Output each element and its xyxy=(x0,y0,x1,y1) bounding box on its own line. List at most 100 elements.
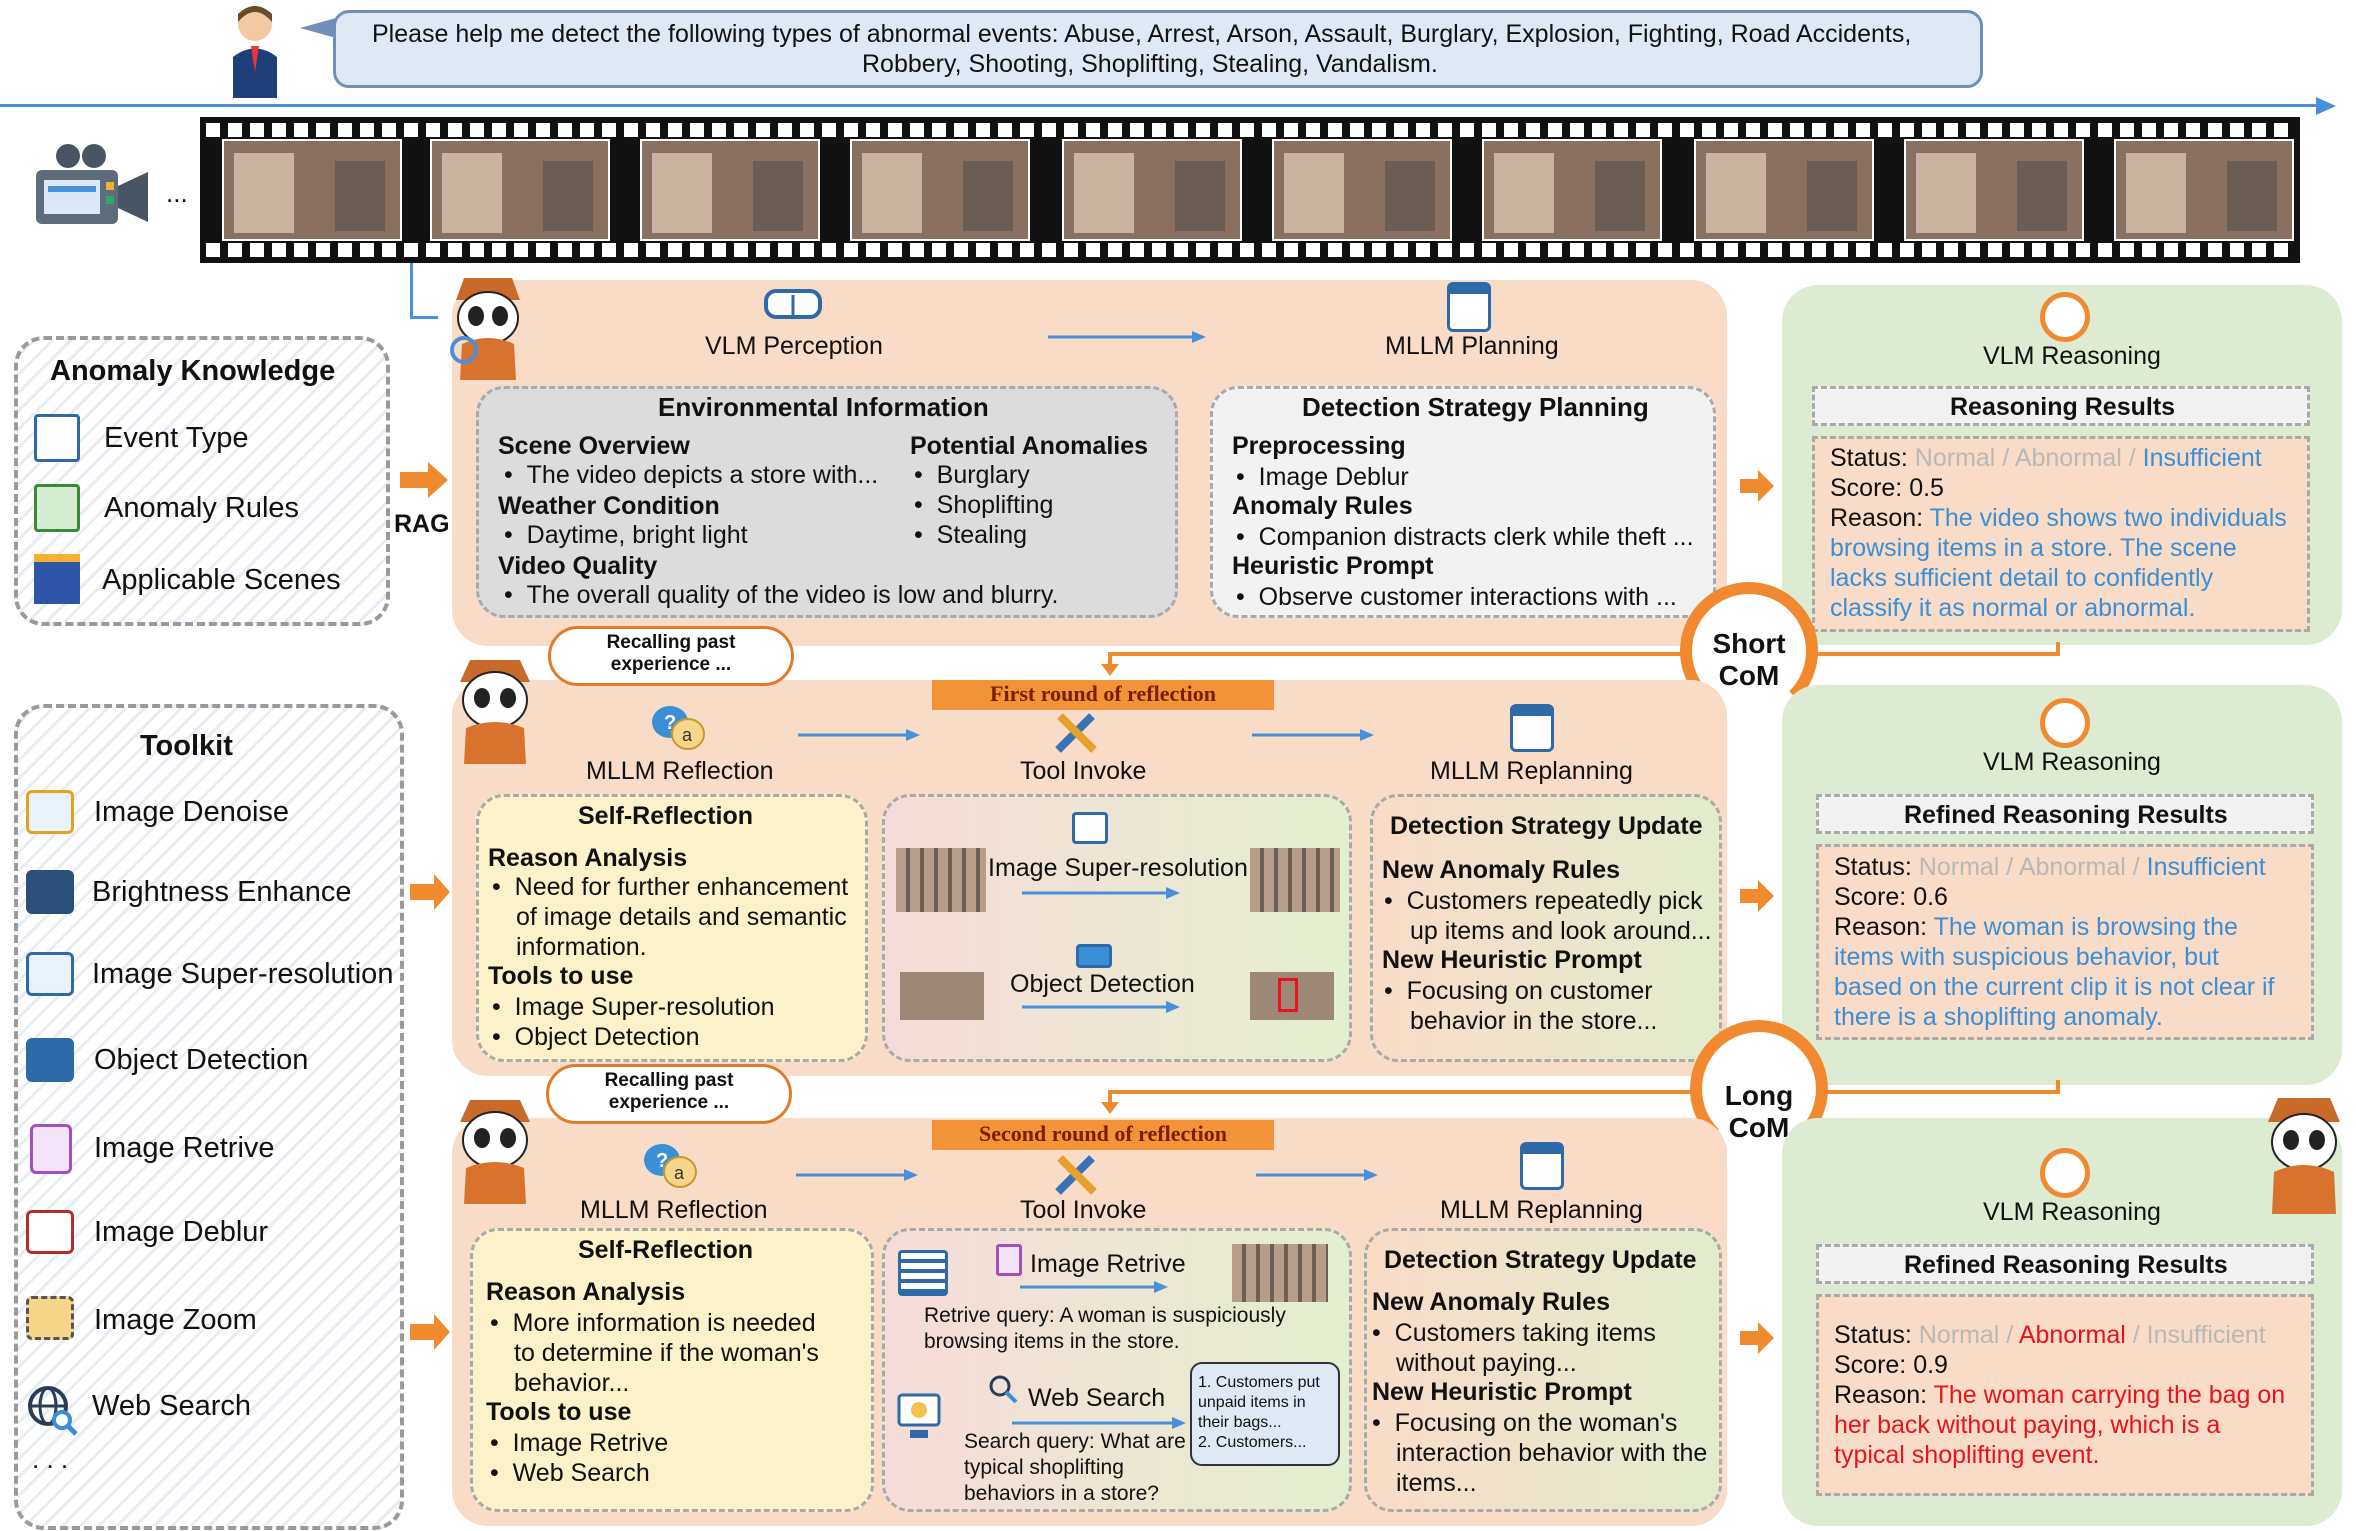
lightbulb-icon xyxy=(896,1392,942,1442)
qa-icon: ? a xyxy=(650,704,706,752)
reason-line: Reason: The woman carrying the bag on xyxy=(1834,1381,2286,1409)
new-anomaly-rules-text: • Customers taking items xyxy=(1372,1319,1656,1347)
potential-anomalies-heading: Potential Anomalies xyxy=(910,432,1149,460)
perception-to-planning-arrow xyxy=(1048,330,1208,344)
toolkit-title: Toolkit xyxy=(140,730,233,762)
self-reflection-box xyxy=(470,1228,874,1512)
reason-line: classify it as normal or abnormal. xyxy=(1830,594,2196,622)
new-anomaly-rules-heading: New Anomaly Rules xyxy=(1382,856,1621,884)
video-frame xyxy=(222,139,402,241)
thumbnail-stack xyxy=(1250,848,1340,912)
object-detection-icon xyxy=(26,1038,74,1082)
reasoning-results-title: Reasoning Results xyxy=(1950,393,2176,421)
refined-results-title: Refined Reasoning Results xyxy=(1904,1251,2228,1279)
thought-cloud-text: Recalling past experience ... xyxy=(604,1070,734,1113)
video-frame xyxy=(850,139,1030,241)
refined-results-box xyxy=(1816,844,2314,1040)
new-heuristic-heading: New Heuristic Prompt xyxy=(1382,946,1642,974)
web-search-arrow xyxy=(1012,1416,1188,1430)
search-results-bubble xyxy=(1190,1362,1340,1466)
retrive-arrow xyxy=(1020,1280,1170,1294)
reason-line: her back without paying, which is a xyxy=(1834,1411,2221,1439)
video-frame xyxy=(1272,139,1452,241)
reason-line: Reason: The woman is browsing the xyxy=(1834,913,2238,941)
car-icon xyxy=(1076,944,1112,968)
tool-invoke-label: Tool Invoke xyxy=(1020,1196,1147,1224)
feedback-line-1-v xyxy=(2056,642,2060,656)
search-query-text: Search query: What are xyxy=(964,1430,1186,1453)
reason-line: browsing items in a store. The scene xyxy=(1830,534,2237,562)
knowledge-item-event-type: Event Type xyxy=(104,422,249,454)
prompt-line-1: Please help me detect the following type… xyxy=(372,20,1912,48)
search-query-text: behaviors in a store? xyxy=(964,1482,1159,1505)
toolkit-ellipsis: . . . xyxy=(32,1444,69,1474)
qa-icon: ? a xyxy=(642,1142,698,1190)
video-frame xyxy=(1482,139,1662,241)
frame-link-line-h xyxy=(410,316,438,319)
video-quality-text: • The overall quality of the video is lo… xyxy=(504,581,1059,609)
tool-brightness-enhance: Brightness Enhance xyxy=(92,876,352,908)
user-avatar xyxy=(225,2,285,98)
reason-analysis-text: of image details and semantic xyxy=(516,903,847,931)
feedback-line-2 xyxy=(1110,1090,2060,1094)
tools-to-use-item: • Image Retrive xyxy=(490,1429,669,1457)
mllm-reflection-label: MLLM Reflection xyxy=(580,1196,768,1224)
reason-analysis-heading: Reason Analysis xyxy=(488,844,688,872)
mllm-replanning-label: MLLM Replanning xyxy=(1430,757,1633,785)
tool-image-denoise: Image Denoise xyxy=(94,796,290,828)
web-search-small-icon xyxy=(988,1374,1018,1404)
replan-icon xyxy=(1510,704,1554,752)
image-deblur-icon xyxy=(26,1210,74,1254)
round2-to-reasoning-arrow xyxy=(1740,1322,1776,1354)
search-result-line: 2. Customers... xyxy=(1198,1434,1307,1451)
heuristic-prompt-text: • Observe customer interactions with ... xyxy=(1236,583,1677,611)
knowledge-item-anomaly-rules: Anomaly Rules xyxy=(104,492,300,524)
new-anomaly-rules-text: • Customers repeatedly pick xyxy=(1384,887,1703,915)
toolkit-arrow-2 xyxy=(410,1312,452,1352)
brain-icon xyxy=(2040,1148,2090,1198)
web-search-icon xyxy=(26,1384,78,1436)
obj-det-arrow xyxy=(1022,1000,1182,1014)
document-icon xyxy=(34,414,80,462)
feedback-line-2-v xyxy=(2056,1080,2060,1094)
thought-cloud xyxy=(546,1064,792,1124)
feedback-arrowhead-1 xyxy=(1101,664,1119,676)
thumbnail-frame xyxy=(900,972,984,1020)
reason-analysis-text: • Need for further enhancement xyxy=(492,873,849,901)
new-anomaly-rules-text: without paying... xyxy=(1396,1349,1577,1377)
tool-to-replan-arrow xyxy=(1256,1168,1380,1182)
reason-analysis-text: to determine if the woman's xyxy=(514,1339,819,1367)
heuristic-prompt-heading: Heuristic Prompt xyxy=(1232,552,1434,580)
reason-line: items with suspicious behavior, but xyxy=(1834,943,2219,971)
reason-line: lacks sufficient detail to confidently xyxy=(1830,564,2214,592)
score-line: Score: 0.9 xyxy=(1834,1351,1948,1379)
new-anomaly-rules-heading: New Anomaly Rules xyxy=(1372,1288,1611,1316)
object-detection-label: Object Detection xyxy=(1010,970,1195,998)
anomaly-knowledge-title: Anomaly Knowledge xyxy=(50,355,336,387)
search-result-line: their bags... xyxy=(1198,1414,1282,1431)
image-denoise-icon xyxy=(26,790,74,834)
env-title: Environmental Information xyxy=(658,392,989,422)
vlm-reasoning-label: VLM Reasoning xyxy=(1983,342,2161,370)
timeline-arrowhead xyxy=(2316,97,2336,115)
reason-analysis-text: information. xyxy=(516,933,647,961)
new-heuristic-heading: New Heuristic Prompt xyxy=(1372,1378,1632,1406)
retrive-query-text: Retrive query: A woman is suspiciously xyxy=(924,1304,1286,1327)
feedback-line-1-down xyxy=(1108,652,1112,668)
tools-to-use-heading: Tools to use xyxy=(486,1398,632,1426)
scene-overview-heading: Scene Overview xyxy=(498,432,690,460)
super-res-icon xyxy=(1072,812,1108,844)
strategy-update-title: Detection Strategy Update xyxy=(1384,1246,1697,1274)
tools-icon xyxy=(1052,1150,1102,1198)
potential-anomaly-item: • Burglary xyxy=(914,461,1030,489)
panda-detective-icon xyxy=(448,270,528,380)
svg-text:a: a xyxy=(674,1163,685,1183)
web-search-label: Web Search xyxy=(1028,1384,1166,1412)
building-icon xyxy=(34,554,80,604)
refined-results-box xyxy=(1816,1294,2314,1496)
thumbnail-frame-detected xyxy=(1250,972,1334,1020)
image-retrive-label: Image Retrive xyxy=(1030,1250,1186,1278)
refined-results-header xyxy=(1816,1244,2314,1284)
strategy-update-title: Detection Strategy Update xyxy=(1390,812,1703,840)
reason-line: Reason: The video shows two individuals xyxy=(1830,504,2287,532)
